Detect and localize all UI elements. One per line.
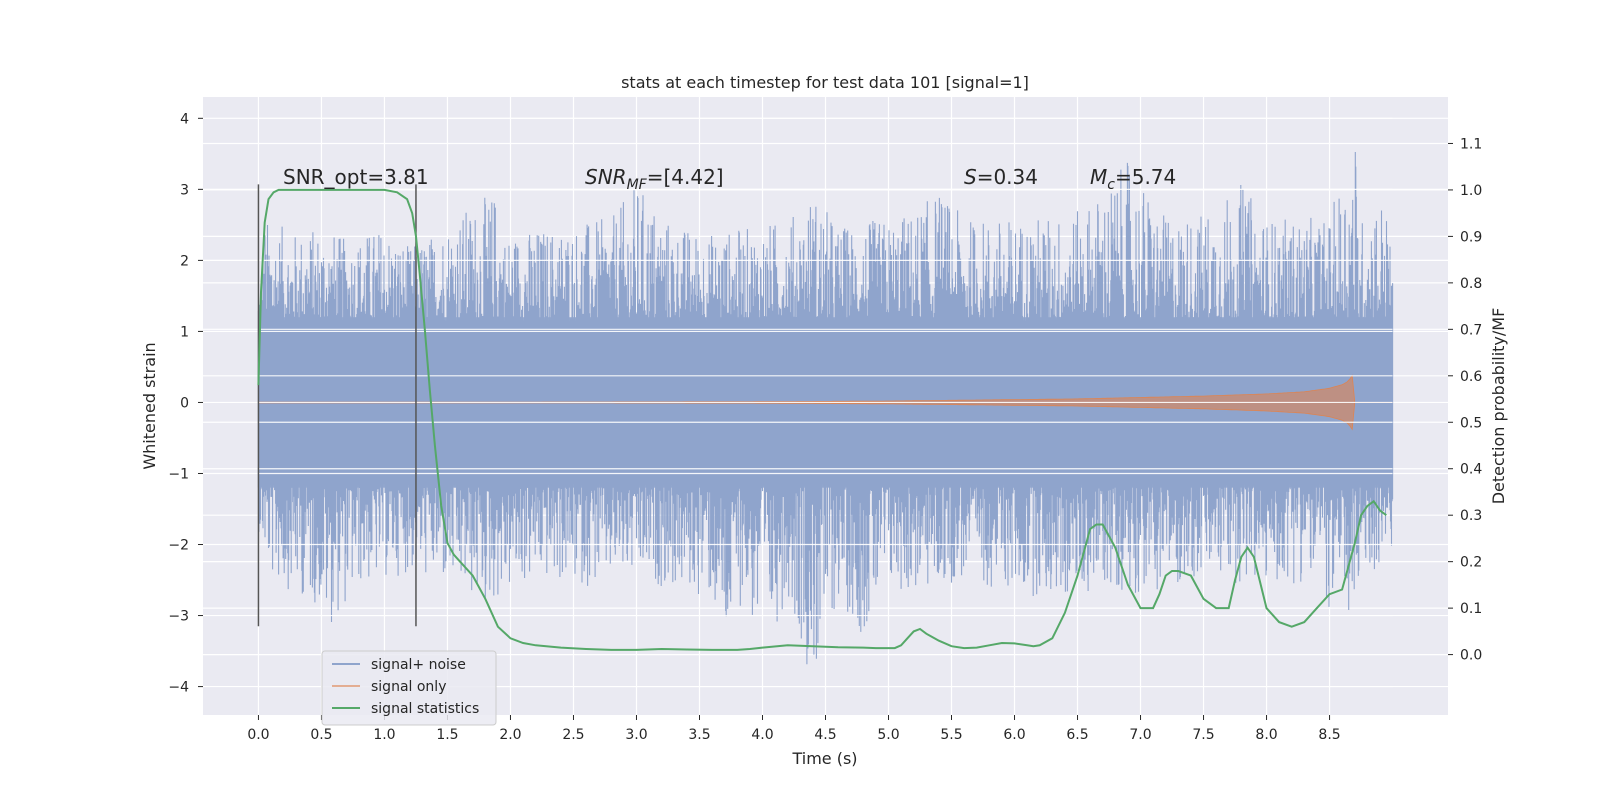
chart-title: stats at each timestep for test data 101…	[621, 73, 1029, 92]
annotation-snr-opt: SNR_opt=3.81	[283, 165, 429, 189]
x-tick-label: 2.5	[562, 727, 584, 743]
y-right-tick-label: 1.0	[1460, 183, 1482, 199]
y-tick-label: 1	[180, 324, 189, 340]
x-tick-label: 3.0	[625, 727, 647, 743]
x-tick-label: 6.0	[1003, 727, 1025, 743]
y-tick-label: 3	[180, 182, 189, 198]
x-tick-label: 8.5	[1318, 727, 1340, 743]
annotation-s: S=0.34	[964, 165, 1038, 189]
y-right-tick-label: 0.1	[1460, 601, 1482, 617]
y-tick-label: −1	[168, 466, 189, 482]
annotation-snr-mf-base: SNR	[585, 165, 627, 189]
y-right-tick-label: 0.5	[1460, 415, 1482, 431]
y-right-tick-label: 0.8	[1460, 276, 1482, 292]
y-axis-label: Whitened strain	[140, 342, 159, 469]
x-tick-label: 7.5	[1192, 727, 1214, 743]
annotation-snr-mf-sub: MF	[627, 177, 648, 193]
axis-layer: 0.0 0.5 1.0 1.5 2.0 2.5 3.0 3.5 4.0 4.5 5.0 5.5 6.0 6…	[168, 111, 1482, 743]
y-tick-label: 2	[180, 253, 189, 269]
y-right-tick-label: 0.7	[1460, 322, 1482, 338]
annotation-mc: Mc=5.74	[1090, 165, 1176, 193]
y-tick-label: −4	[168, 680, 189, 696]
x-tick-label: 5.0	[877, 727, 899, 743]
x-tick-label: 5.5	[940, 727, 962, 743]
y-tick-label: 0	[180, 395, 189, 411]
legend-label-stats: signal statistics	[371, 701, 479, 717]
x-tick-label: 0.0	[247, 727, 269, 743]
annotation-mc-base: M	[1090, 165, 1107, 189]
annotation-mc-value: =5.74	[1115, 165, 1176, 189]
x-tick-label: 4.0	[751, 727, 773, 743]
annotation-snr-mf: SNRMF=[4.42]	[585, 165, 724, 193]
x-tick-label: 8.0	[1255, 727, 1277, 743]
annotation-mc-sub: c	[1107, 177, 1115, 193]
y-right-tick-label: 1.1	[1460, 136, 1482, 152]
x-tick-label: 2.0	[499, 727, 521, 743]
annotation-s-value: =0.34	[977, 165, 1038, 189]
x-axis-label: Time (s)	[791, 749, 857, 768]
signal-statistics-series	[257, 188, 1387, 651]
y-tick-label: −3	[168, 609, 189, 625]
x-tick-label: 4.5	[814, 727, 836, 743]
annotation-s-symbol: S	[964, 165, 977, 189]
y-right-tick-label: 0.9	[1460, 229, 1482, 245]
y-right-tick-label: 0.2	[1460, 555, 1482, 571]
annotation-snr-mf-value: =[4.42]	[647, 165, 724, 189]
y-right-axis-label: Detection probability/MF	[1489, 308, 1508, 505]
x-tick-label: 7.0	[1129, 727, 1151, 743]
x-tick-label: 1.0	[373, 727, 395, 743]
legend-label-noise: signal+ noise	[371, 657, 466, 673]
y-tick-label: 4	[180, 111, 189, 127]
y-right-tick-label: 0.0	[1460, 648, 1482, 664]
legend-label-signal: signal only	[371, 679, 446, 695]
legend: signal+ noise signal only signal statist…	[321, 650, 497, 726]
y-tick-label: −2	[168, 538, 189, 554]
x-tick-label: 3.5	[688, 727, 710, 743]
x-tick-label: 0.5	[310, 727, 332, 743]
x-tick-label: 1.5	[436, 727, 458, 743]
y-right-tick-label: 0.6	[1460, 369, 1482, 385]
y-right-tick-label: 0.3	[1460, 508, 1482, 524]
y-right-tick-label: 0.4	[1460, 462, 1482, 478]
x-tick-label: 6.5	[1066, 727, 1088, 743]
data-layer	[257, 117, 1394, 688]
legend-box	[321, 650, 497, 726]
